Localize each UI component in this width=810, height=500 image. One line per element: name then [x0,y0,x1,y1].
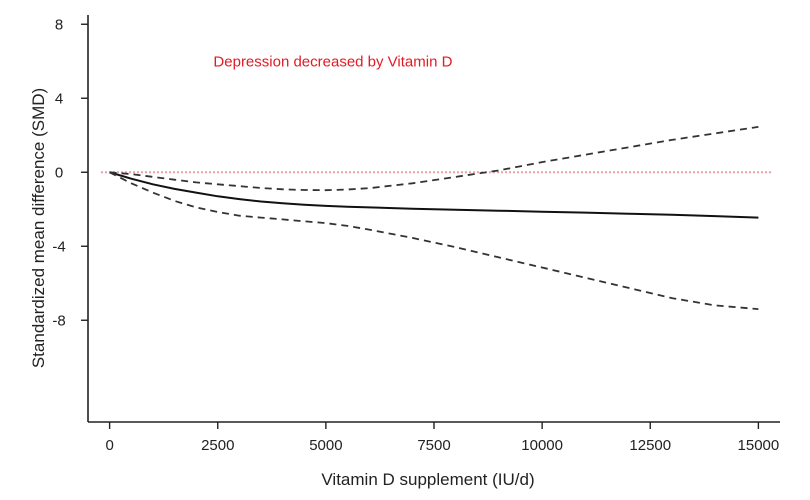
x-tick-label: 5000 [309,437,342,454]
y-axis-ticks: 8 4 0 -4 -8 [52,16,88,329]
x-tick-label: 15000 [738,437,780,454]
upper-ci-line [109,126,759,192]
x-tick-label: 12500 [629,437,671,454]
y-tick-label: 0 [55,164,63,181]
y-tick-label: -4 [52,238,65,255]
x-axis-title: Vitamin D supplement (IU/d) [321,470,534,489]
lower-ci-line [109,171,759,310]
x-tick-label: 2500 [201,437,234,454]
plot-area [100,126,772,310]
y-tick-label: -8 [52,312,65,329]
x-tick-label: 7500 [417,437,450,454]
y-tick-label: 8 [55,16,63,33]
y-tick-label: 4 [55,90,63,107]
x-tick-label: 10000 [521,437,563,454]
estimate-line [109,171,759,219]
x-tick-label: 0 [105,437,113,454]
x-axis-ticks: 0 2500 5000 7500 10000 12500 15000 [105,422,779,454]
chart-annotation: Depression decreased by Vitamin D [213,53,452,70]
y-axis-title: Standardized mean difference (SMD) [29,88,48,368]
axes [87,15,780,423]
